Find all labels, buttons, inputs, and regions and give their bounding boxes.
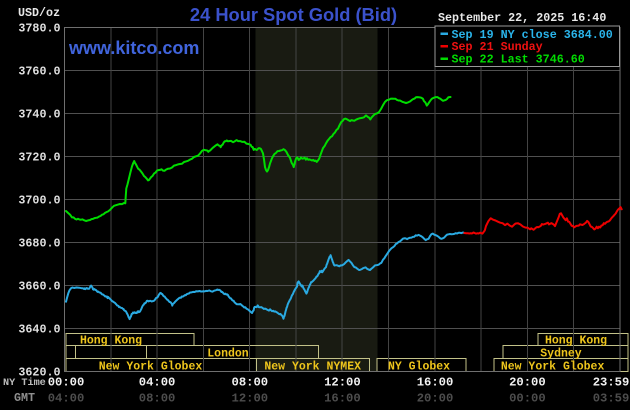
svg-text:Sep 22 Last 3746.60: Sep 22 Last 3746.60 — [452, 53, 585, 67]
svg-text:16:00: 16:00 — [324, 391, 361, 405]
svg-text:New York Globex: New York Globex — [99, 360, 203, 373]
svg-text:20:00: 20:00 — [417, 391, 454, 405]
svg-text:September 22, 2025 16:40: September 22, 2025 16:40 — [438, 11, 606, 25]
svg-text:www.kitco.com: www.kitco.com — [68, 38, 199, 58]
svg-text:03:59: 03:59 — [593, 391, 630, 405]
svg-text:3780.0: 3780.0 — [18, 22, 60, 36]
svg-text:Sep 21 Sunday: Sep 21 Sunday — [452, 40, 543, 54]
svg-text:Sep 19 NY close 3684.00: Sep 19 NY close 3684.00 — [452, 28, 613, 42]
svg-text:20:00: 20:00 — [509, 375, 546, 389]
svg-text:12:00: 12:00 — [324, 375, 361, 389]
svg-text:Hong Kong: Hong Kong — [80, 335, 142, 348]
svg-text:3640.0: 3640.0 — [18, 323, 60, 337]
svg-text:3700.0: 3700.0 — [18, 194, 60, 208]
svg-text:08:00: 08:00 — [232, 375, 269, 389]
svg-text:04:00: 04:00 — [139, 375, 176, 389]
svg-text:08:00: 08:00 — [139, 391, 176, 405]
svg-text:23:59: 23:59 — [593, 375, 630, 389]
svg-text:04:00: 04:00 — [48, 391, 85, 405]
svg-text:3660.0: 3660.0 — [18, 280, 60, 294]
svg-text:00:00: 00:00 — [509, 391, 546, 405]
svg-text:London: London — [207, 348, 249, 361]
svg-text:New York Globex: New York Globex — [501, 360, 605, 373]
svg-text:NY Time: NY Time — [3, 377, 46, 389]
svg-text:12:00: 12:00 — [232, 391, 269, 405]
svg-text:24 Hour Spot Gold (Bid): 24 Hour Spot Gold (Bid) — [190, 4, 397, 25]
svg-text:USD/oz: USD/oz — [18, 6, 60, 20]
svg-text:NY Globex: NY Globex — [388, 360, 450, 373]
svg-text:3760.0: 3760.0 — [18, 65, 60, 79]
svg-text:GMT: GMT — [14, 391, 35, 405]
svg-text:3720.0: 3720.0 — [18, 151, 60, 165]
svg-text:00:00: 00:00 — [48, 375, 85, 389]
svg-text:New York NYMEX: New York NYMEX — [264, 360, 361, 373]
svg-text:3680.0: 3680.0 — [18, 237, 60, 251]
svg-text:16:00: 16:00 — [417, 375, 454, 389]
svg-text:3740.0: 3740.0 — [18, 108, 60, 122]
svg-text:Hong Kong: Hong Kong — [545, 335, 607, 348]
svg-text:Sydney: Sydney — [540, 348, 582, 361]
svg-text:3620.0: 3620.0 — [18, 366, 60, 380]
